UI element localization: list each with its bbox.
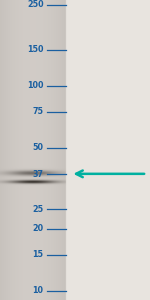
Text: 50: 50 bbox=[33, 143, 43, 152]
Text: 20: 20 bbox=[32, 224, 44, 233]
Text: 25: 25 bbox=[32, 205, 44, 214]
Text: 75: 75 bbox=[33, 107, 43, 116]
Text: 150: 150 bbox=[27, 45, 44, 54]
Text: 250: 250 bbox=[27, 0, 44, 9]
Text: 10: 10 bbox=[33, 286, 43, 295]
Text: 37: 37 bbox=[33, 170, 43, 179]
Text: 100: 100 bbox=[27, 81, 44, 90]
Text: 15: 15 bbox=[33, 250, 43, 259]
